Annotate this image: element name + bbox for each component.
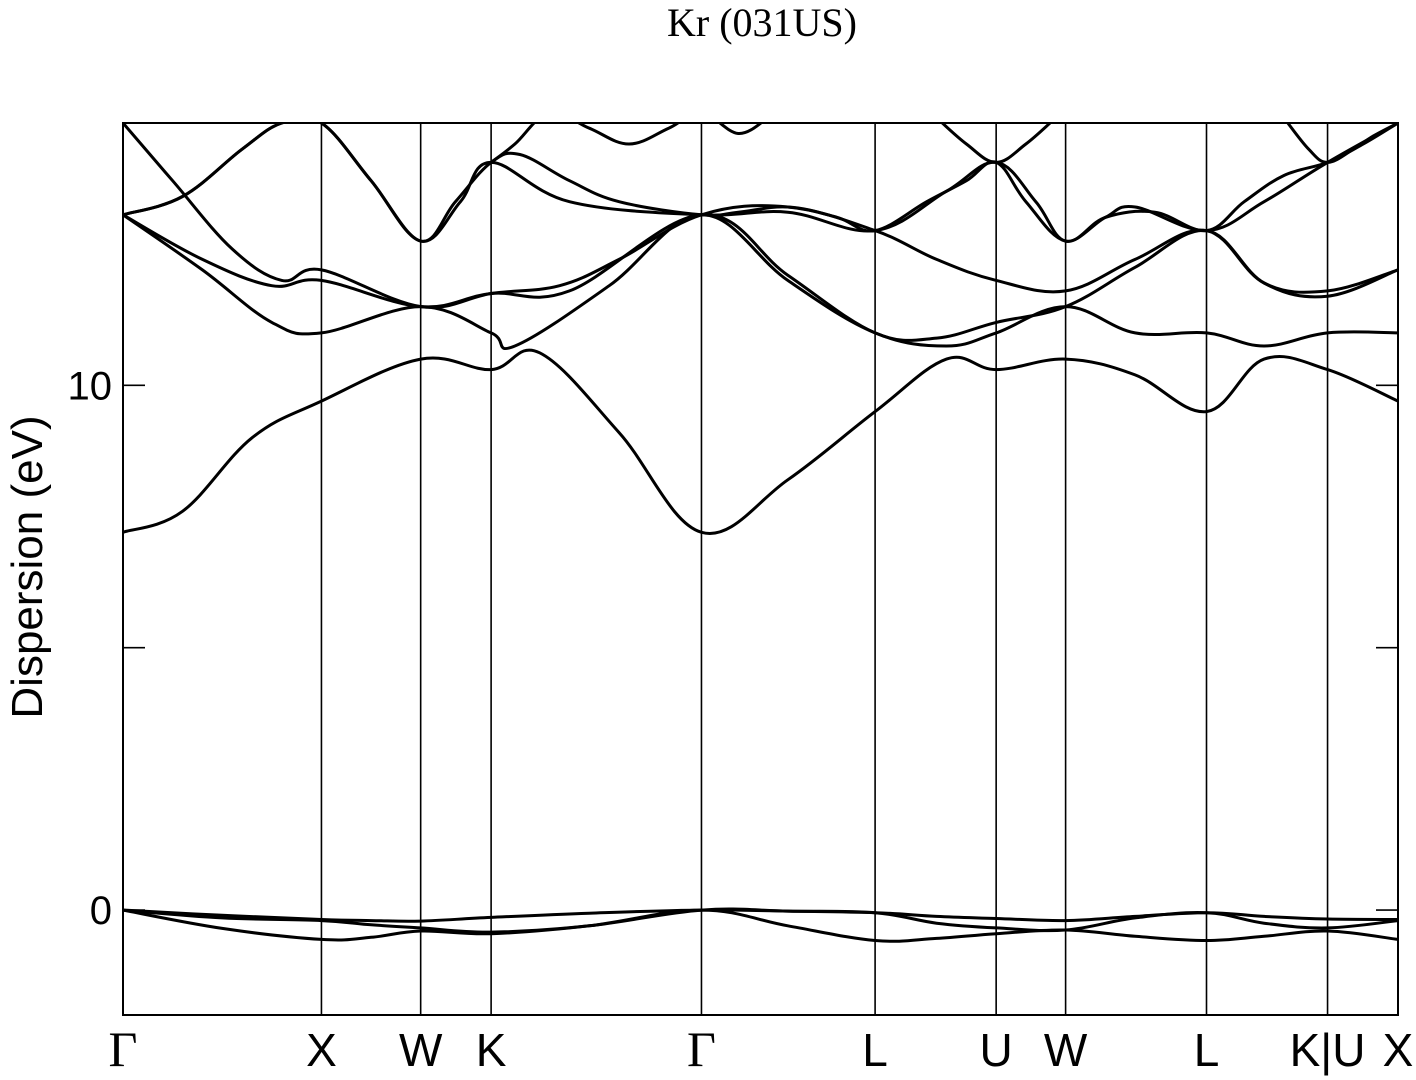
band-line [123, 123, 1398, 243]
band-line [1285, 123, 1398, 164]
band-line [489, 123, 764, 164]
x-tick-label: U [980, 1024, 1013, 1076]
band-line [940, 123, 1053, 164]
x-tick-label: L [1194, 1024, 1220, 1076]
x-tick-label: K|U [1290, 1024, 1366, 1076]
x-tick-label: K [476, 1024, 507, 1076]
y-tick-label: 0 [90, 889, 112, 933]
band-line [123, 908, 1398, 943]
band-line [123, 348, 1398, 535]
plot-frame [122, 122, 1399, 1016]
band-line [123, 123, 1398, 243]
y-axis-ticks: 0 10 [68, 122, 1398, 933]
x-tick-label: W [1044, 1024, 1088, 1076]
chart-title: Kr (031US) [667, 0, 857, 45]
x-tick-label: X [1383, 1024, 1414, 1076]
x-tick-label: L [862, 1024, 888, 1076]
x-tick-label: W [399, 1024, 443, 1076]
band-line [123, 907, 1398, 934]
x-tick-label: Γ [109, 1021, 138, 1077]
x-axis-tick-labels: Γ X W K Γ L U W L K|U X [109, 1021, 1414, 1077]
high-symmetry-lines [320, 123, 1329, 1015]
x-tick-label: X [306, 1024, 337, 1076]
x-tick-label: Γ [687, 1021, 716, 1077]
y-axis-label: Dispersion (eV) [3, 415, 52, 718]
y-tick-label: 10 [68, 364, 113, 408]
band-lines [123, 123, 1398, 943]
band-line [123, 213, 1398, 351]
